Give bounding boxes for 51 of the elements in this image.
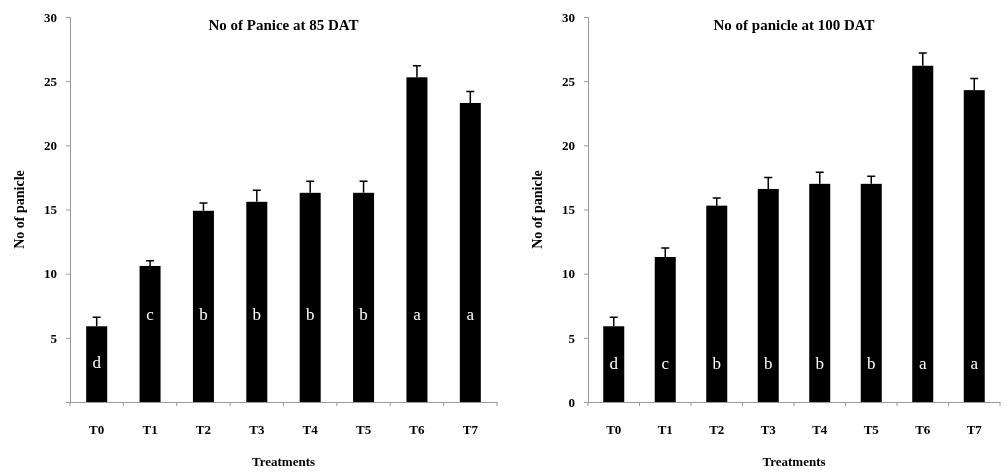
- annotation: a: [466, 304, 475, 324]
- x-tick-label: T3: [249, 421, 265, 437]
- x-tick-label: T6: [409, 421, 426, 437]
- y-axis-title: No of panicle: [12, 170, 27, 249]
- x-tick-label: T4: [302, 421, 319, 437]
- annotation: a: [413, 304, 422, 324]
- annotation: b: [305, 304, 315, 324]
- x-tick-label: T7: [462, 421, 479, 437]
- annotation: c: [661, 353, 670, 373]
- x-tick-label: T2: [709, 421, 725, 437]
- annotation: b: [764, 353, 773, 373]
- y-tick-label: 15: [562, 202, 576, 218]
- annotation: b: [815, 353, 824, 373]
- y-axis-title: No of panicle: [530, 170, 545, 249]
- x-tick-label: T4: [812, 421, 828, 437]
- x-axis-title: Treatments: [251, 454, 316, 469]
- annotation: b: [712, 353, 721, 373]
- annotation: d: [609, 353, 619, 373]
- x-tick-label: T2: [195, 421, 212, 437]
- x-tick-label: T6: [915, 421, 931, 437]
- x-tick-label: T5: [863, 421, 880, 437]
- y-tick-label: 30: [44, 9, 57, 25]
- y-tick-label: 30: [562, 9, 575, 25]
- annotation: c: [146, 304, 155, 324]
- chart-title: No of panicle at 100 DAT: [713, 17, 875, 33]
- y-tick-label: 10: [44, 266, 57, 282]
- annotation: d: [92, 353, 102, 373]
- y-tick-label: 15: [44, 202, 58, 218]
- y-tick-label: 5: [50, 330, 58, 346]
- chart-title: No of Panice at 85 DAT: [208, 17, 359, 33]
- y-tick-label: 0: [568, 394, 575, 410]
- y-tick-label: 25: [562, 73, 576, 89]
- y-tick-label: 10: [562, 266, 575, 282]
- y-tick-label: 20: [562, 137, 575, 153]
- x-tick-label: T3: [760, 421, 777, 437]
- y-tick-label: 5: [568, 330, 576, 346]
- annotation: a: [918, 353, 927, 373]
- x-tick-label: T0: [606, 421, 622, 437]
- x-tick-label: T0: [89, 421, 105, 437]
- annotation: b: [359, 304, 368, 324]
- y-tick-label: 20: [44, 137, 57, 153]
- x-tick-label: T7: [966, 421, 983, 437]
- annotation: b: [252, 304, 262, 324]
- x-tick-label: T5: [355, 421, 372, 437]
- x-tick-label: T1: [657, 421, 673, 437]
- y-tick-label: 25: [44, 73, 58, 89]
- annotation: a: [970, 353, 979, 373]
- x-axis-title: Treatments: [762, 454, 826, 469]
- annotation: b: [867, 353, 876, 373]
- annotation: b: [199, 304, 208, 324]
- x-tick-label: T1: [142, 421, 158, 437]
